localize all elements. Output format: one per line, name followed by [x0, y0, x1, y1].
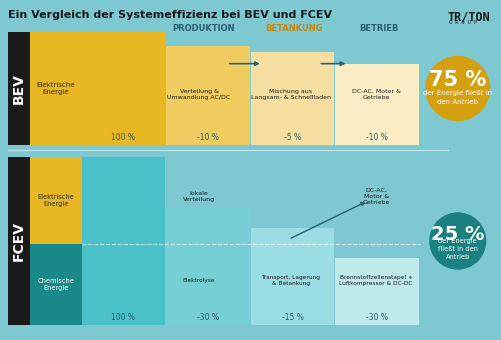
Text: -10 %: -10 % — [197, 133, 218, 141]
Bar — [8, 32, 30, 145]
Bar — [250, 52, 334, 145]
Text: BETRIEB: BETRIEB — [359, 24, 398, 33]
Text: TR/TON: TR/TON — [447, 10, 489, 23]
Text: -30 %: -30 % — [196, 312, 218, 322]
Text: Verteilung &
Umwandlung AC/DC: Verteilung & Umwandlung AC/DC — [167, 88, 230, 100]
Text: der Energie
fließt in den
Antrieb: der Energie fließt in den Antrieb — [437, 238, 477, 260]
Text: -30 %: -30 % — [365, 312, 387, 322]
Text: PRODUKTION: PRODUKTION — [172, 24, 235, 33]
Text: Mischung aus
Langsam- & Schnellladen: Mischung aus Langsam- & Schnellladen — [250, 88, 330, 100]
Bar — [335, 258, 418, 325]
Circle shape — [429, 213, 484, 269]
Bar — [335, 64, 418, 145]
Text: Transport, Lagerung
& Betankung: Transport, Lagerung & Betankung — [261, 275, 320, 286]
Text: Elektrische
Energie: Elektrische Energie — [37, 194, 74, 207]
Text: -5 %: -5 % — [284, 133, 301, 141]
Text: Elektrolyse: Elektrolyse — [182, 278, 215, 283]
Text: -10 %: -10 % — [366, 133, 387, 141]
Text: BEV: BEV — [12, 73, 26, 104]
Text: -15 %: -15 % — [281, 312, 303, 322]
Text: DC-AC,
Motor &
Getriebe: DC-AC, Motor & Getriebe — [362, 188, 389, 205]
Text: 75 %: 75 % — [428, 69, 485, 89]
Bar — [8, 157, 30, 325]
Text: DC-AC, Motor &
Getriebe: DC-AC, Motor & Getriebe — [351, 88, 400, 100]
Bar — [30, 244, 82, 325]
Text: BETANKUNG: BETANKUNG — [265, 24, 323, 33]
Text: lokale
Verteilung: lokale Verteilung — [182, 191, 214, 202]
Bar — [250, 227, 334, 325]
Text: 100 %: 100 % — [111, 133, 135, 141]
Bar — [30, 157, 82, 244]
Text: 25 %: 25 % — [430, 224, 483, 243]
Text: G R O U P: G R O U P — [448, 20, 476, 25]
Text: Elektrische
Energie: Elektrische Energie — [37, 82, 75, 95]
Bar — [82, 32, 165, 145]
Text: der Energie fließt in
den Antrieb: der Energie fließt in den Antrieb — [422, 90, 491, 104]
Text: Ein Vergleich der Systemeffizienz bei BEV und FCEV: Ein Vergleich der Systemeffizienz bei BE… — [8, 10, 332, 20]
Text: FCEV: FCEV — [12, 221, 26, 261]
Text: 100 %: 100 % — [111, 312, 135, 322]
Bar — [166, 207, 249, 325]
Bar — [166, 46, 249, 145]
Circle shape — [425, 56, 488, 120]
Text: Chemische
Energie: Chemische Energie — [37, 278, 74, 291]
Text: Brennstoffzellenstapel +
Luftkompressor & DC-DC: Brennstoffzellenstapel + Luftkompressor … — [339, 275, 412, 286]
Bar — [82, 157, 165, 325]
Bar — [30, 32, 82, 145]
